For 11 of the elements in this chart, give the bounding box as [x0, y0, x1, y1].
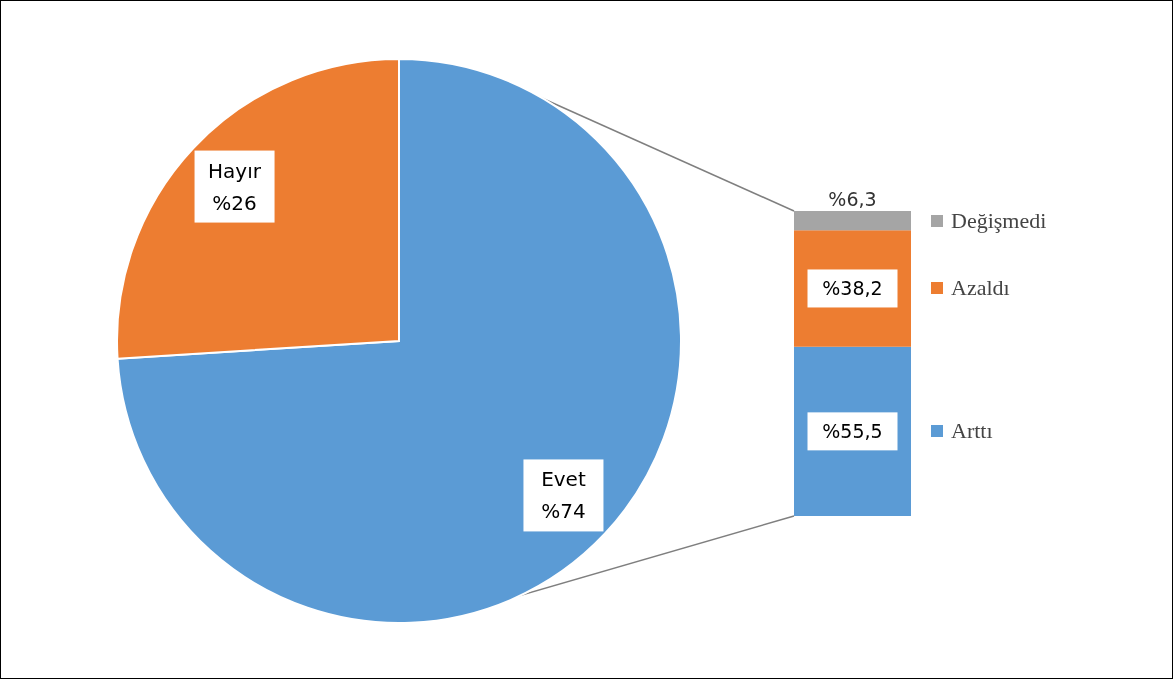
legend-label: Azaldı: [951, 275, 1010, 302]
data-label: %55,5: [822, 420, 883, 443]
data-label: %38,2: [822, 277, 883, 300]
legend-label: Değişmedi: [951, 207, 1047, 234]
legend-label: Arttı: [951, 418, 993, 445]
data-label: %74: [541, 499, 586, 524]
slice-label: Evet: [541, 467, 586, 492]
data-label: %6,3: [828, 188, 877, 210]
slice-label: Hayır: [208, 158, 262, 183]
pie-slice: [116, 58, 682, 624]
data-label: %26: [212, 190, 257, 215]
